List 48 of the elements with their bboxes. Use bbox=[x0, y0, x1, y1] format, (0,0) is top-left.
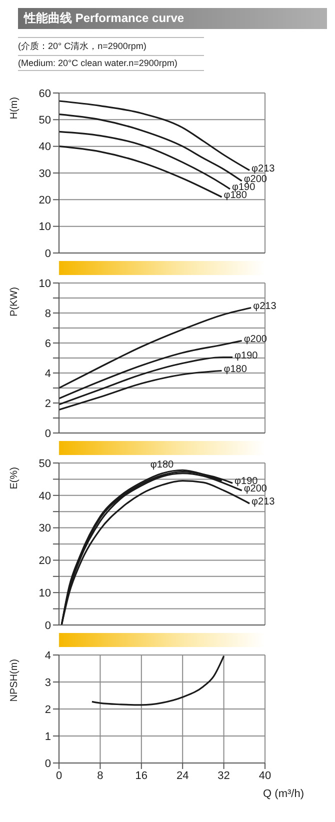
y-tick-label: 10 bbox=[38, 221, 51, 234]
y-tick-label: 50 bbox=[38, 458, 51, 470]
series-label: φ200 bbox=[244, 334, 268, 345]
series-label: φ180 bbox=[224, 364, 248, 375]
y-axis-title: E(%) bbox=[9, 467, 20, 490]
y-tick-label: 60 bbox=[38, 88, 51, 100]
y-tick-label: 20 bbox=[38, 555, 51, 568]
series-label: φ180 bbox=[224, 190, 248, 201]
series-label: φ190 bbox=[232, 182, 256, 193]
y-tick-label: 2 bbox=[44, 398, 51, 410]
y-tick-label: 0 bbox=[44, 248, 51, 260]
x-tick-label: 0 bbox=[56, 770, 62, 782]
series-label: φ213 bbox=[253, 300, 277, 312]
chart-subtitle: (介质：20° C清水，n=2900rpm) bbox=[18, 37, 204, 56]
series-label: φ190 bbox=[234, 350, 258, 362]
y-axis-title: P(KW) bbox=[9, 287, 20, 316]
series-label: φ180 bbox=[150, 459, 174, 470]
y-tick-label: 6 bbox=[44, 338, 51, 350]
x-tick-label: 40 bbox=[258, 770, 272, 782]
y-tick-label: 0 bbox=[44, 620, 51, 632]
y-tick-label: 2 bbox=[44, 704, 51, 716]
y-tick-label: 10 bbox=[38, 278, 51, 290]
y-tick-label: 40 bbox=[38, 141, 51, 154]
y-tick-label: 10 bbox=[38, 588, 51, 600]
series-label: φ213 bbox=[252, 163, 276, 174]
x-axis-title: Q (m³/h) bbox=[263, 788, 304, 800]
y-axis-title: H(m) bbox=[9, 97, 20, 120]
y-tick-label: 50 bbox=[38, 114, 51, 127]
y-tick-label: 40 bbox=[38, 490, 51, 502]
y-axis-title: NPSH(m) bbox=[9, 659, 20, 702]
y-tick-label: 30 bbox=[38, 168, 51, 180]
y-tick-label: 8 bbox=[44, 308, 51, 320]
y-tick-label: 4 bbox=[44, 650, 51, 662]
y-tick-label: 30 bbox=[38, 522, 51, 535]
y-tick-label: 1 bbox=[44, 730, 51, 743]
series-label: φ213 bbox=[252, 496, 276, 508]
text: (Medium: 20°C clean water.n=2900rpm) bbox=[18, 56, 204, 71]
y-tick-label: 0 bbox=[44, 758, 51, 770]
x-tick-label: 8 bbox=[97, 770, 104, 782]
y-tick-label: 0 bbox=[44, 428, 51, 440]
y-tick-label: 20 bbox=[38, 194, 51, 207]
y-tick-label: 3 bbox=[44, 676, 51, 689]
x-tick-label: 32 bbox=[218, 770, 230, 782]
x-tick-label: 24 bbox=[176, 770, 189, 782]
chart-title: 性能曲线 Performance curve bbox=[18, 8, 327, 29]
y-tick-label: 4 bbox=[44, 368, 51, 380]
series-label: φ200 bbox=[244, 174, 268, 185]
x-tick-label: 16 bbox=[135, 770, 148, 782]
